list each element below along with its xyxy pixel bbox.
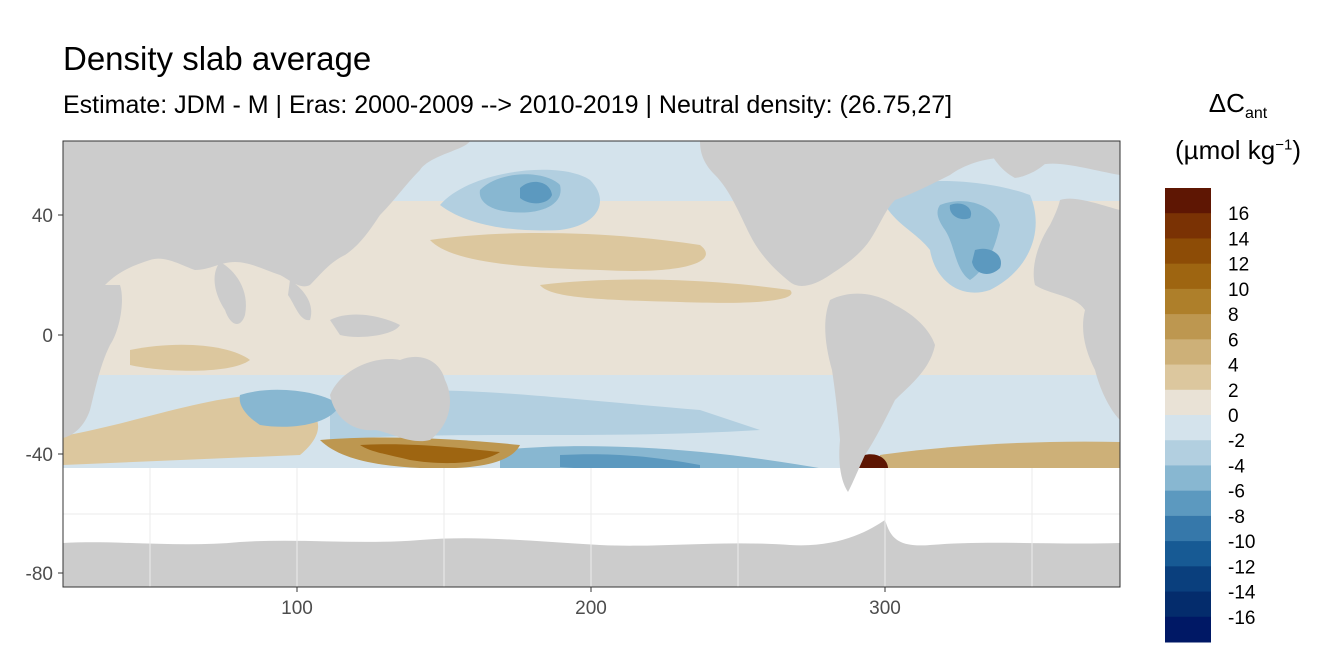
legend-color-step	[1165, 288, 1211, 315]
legend-unit-text: (µmol kg	[1175, 135, 1276, 165]
land-greenland	[985, 141, 1060, 178]
legend-unit-close: )	[1292, 135, 1301, 165]
land-southeast-asia	[288, 280, 312, 321]
chart-title: Density slab average	[63, 40, 372, 77]
south-australia-anomaly-core	[360, 444, 500, 464]
equatorial-pacific-anomaly	[540, 279, 792, 303]
legend-level-label: 12	[1228, 255, 1249, 276]
legend-level-label: -16	[1228, 608, 1255, 629]
legend-level-label: 6	[1228, 330, 1239, 351]
legend-color-step	[1165, 188, 1211, 214]
legend-color-step	[1165, 490, 1211, 517]
legend-level-label: -14	[1228, 583, 1256, 604]
land-africa	[63, 285, 122, 438]
legend-level-label: 16	[1228, 204, 1249, 225]
land-north-america	[700, 141, 1120, 286]
north-atlantic-anomaly-center	[972, 248, 1001, 274]
south-atlantic-anomaly	[880, 441, 1120, 470]
land-australia	[330, 356, 450, 442]
legend-level-label: 0	[1228, 406, 1239, 427]
y-tick-label: 40	[32, 206, 53, 227]
land-indonesia	[330, 314, 400, 337]
legend-level-label: -6	[1228, 482, 1245, 503]
grid-lines	[63, 468, 1120, 587]
legend-color-step	[1165, 389, 1211, 416]
legend-level-label: 4	[1228, 356, 1239, 377]
legend-color-step	[1165, 238, 1211, 265]
legend-color-step	[1165, 515, 1211, 542]
chart-subtitle: Estimate: JDM - M | Eras: 2000-2009 --> …	[63, 91, 953, 119]
y-axis: 40 0 -40 -80	[26, 206, 63, 585]
legend-level-label: 10	[1228, 280, 1249, 301]
legend-unit-exponent: −1	[1275, 136, 1293, 154]
y-tick-label: 0	[42, 326, 53, 347]
legend-level-label: 8	[1228, 305, 1239, 326]
legend-color-step	[1165, 213, 1211, 239]
labrador-anomaly-center	[949, 203, 972, 220]
legend-color-step	[1165, 541, 1211, 567]
legend-color-step	[1165, 566, 1211, 593]
legend-level-label: -10	[1228, 532, 1255, 553]
legend-level-label: 2	[1228, 381, 1239, 402]
legend-level-label: -4	[1228, 456, 1245, 477]
y-tick-label: -80	[26, 564, 53, 585]
legend-title-symbol: ΔC	[1208, 88, 1245, 118]
legend-unit: (µmol kg−1)	[1150, 137, 1326, 163]
legend-color-step	[1165, 364, 1211, 391]
x-tick-label: 100	[281, 598, 313, 619]
x-tick-label: 300	[869, 598, 901, 619]
legend-title-subscript: ant	[1244, 105, 1268, 123]
land-south-america	[825, 293, 935, 492]
legend-level-label: -2	[1228, 431, 1245, 452]
legend-color-step	[1165, 616, 1211, 643]
legend-colorbar	[1165, 188, 1211, 643]
legend-color-step	[1165, 591, 1211, 618]
legend-color-step	[1165, 440, 1211, 466]
legend-title: ΔCant	[1150, 90, 1326, 122]
legend-color-step	[1165, 465, 1211, 492]
legend-color-step	[1165, 263, 1211, 290]
legend-level-label: -12	[1228, 557, 1255, 578]
y-tick-label: -40	[26, 445, 53, 466]
south-indian-blue-anomaly	[239, 389, 340, 427]
land-india	[214, 262, 246, 325]
legend-level-label: -8	[1228, 507, 1245, 528]
north-pacific-anomaly-center	[520, 181, 552, 204]
x-axis: 100 200 300	[281, 587, 901, 619]
legend-color-step	[1165, 415, 1211, 441]
land-europe-africa-east	[1033, 198, 1120, 420]
map-panel	[63, 141, 1120, 587]
tropical-pacific-anomaly	[430, 233, 706, 271]
x-tick-label: 200	[575, 598, 607, 619]
legend-level-label: 14	[1228, 229, 1250, 250]
legend-color-step	[1165, 339, 1211, 366]
legend-labels: 16 14 12 10 8 6 4 2 0 -2 -4 -6 -8 -10 -12 -14 -16	[1228, 204, 1256, 629]
land-eurasia	[63, 141, 470, 287]
legend-color-step	[1165, 314, 1211, 340]
indian-ocean-anomaly	[130, 344, 250, 371]
